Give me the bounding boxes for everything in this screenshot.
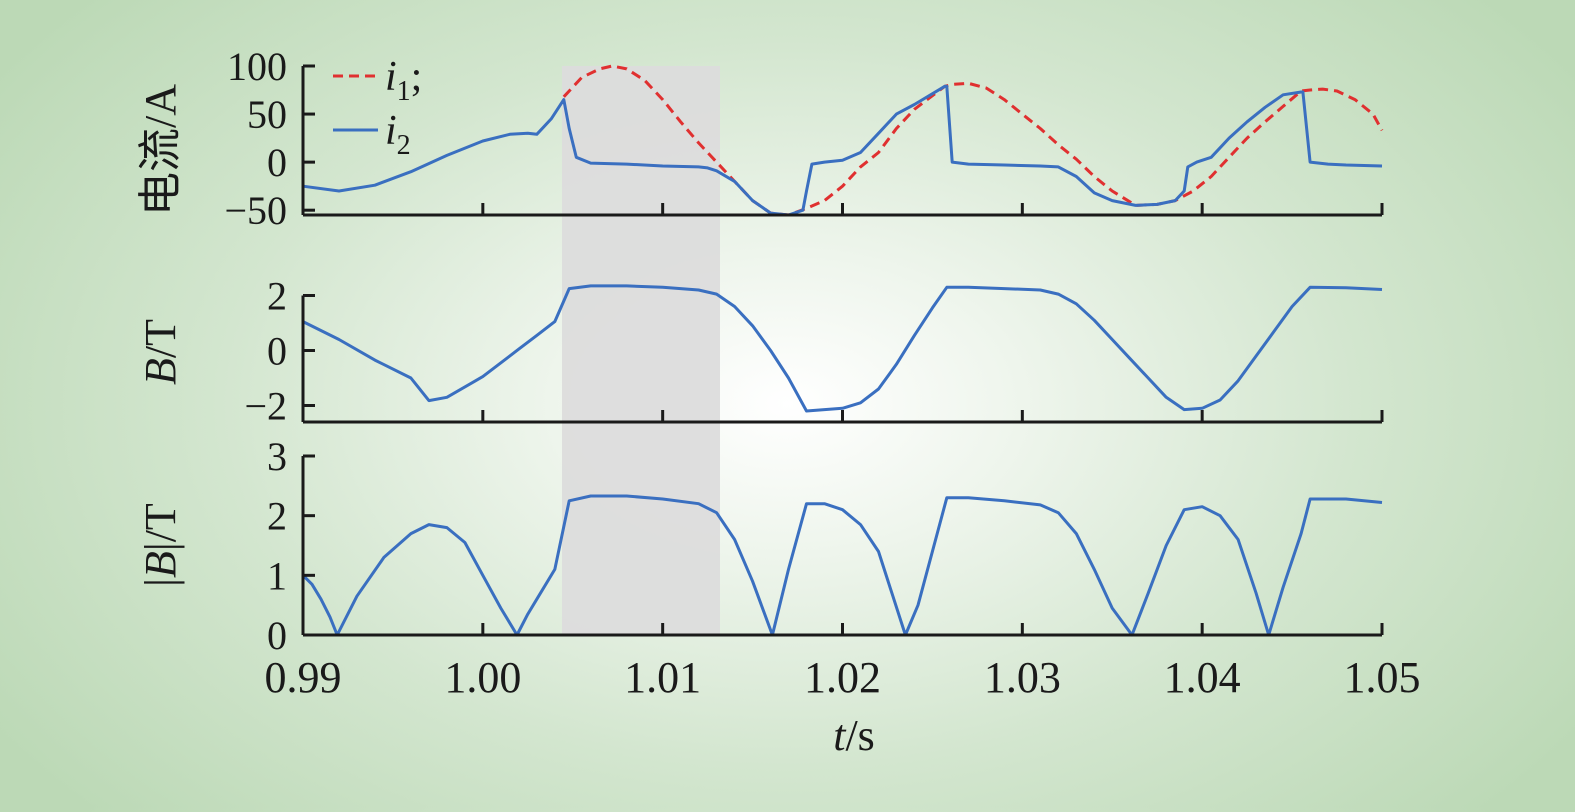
x-tick-label: 1.05	[1344, 653, 1421, 702]
y-tick-label: 100	[227, 44, 287, 89]
y-tick-label: 50	[247, 92, 287, 137]
x-tick-label: 1.03	[984, 653, 1061, 702]
x-tick-label: 1.01	[624, 653, 701, 702]
y-tick-label: 0	[267, 613, 287, 658]
legend-label-i2: i2	[385, 108, 411, 161]
x-axis-title: t/s	[833, 711, 875, 760]
series-line-panel3-0	[301, 494, 1383, 637]
x-tick-label: 1.02	[804, 653, 881, 702]
panel-2: 2 0 −2 B/T	[136, 274, 1384, 429]
series-line-i1	[562, 64, 1384, 217]
highlight-band	[562, 66, 720, 635]
y-axis-title: |B|/T	[136, 503, 185, 587]
legend-label-i1: i1;	[385, 54, 422, 107]
y-tick-label: −50	[224, 188, 287, 233]
y-tick-label: 2	[267, 274, 287, 319]
y-tick-label: −2	[244, 384, 287, 429]
series-line-i2	[302, 84, 1383, 217]
panel-3: 3 2 1 0 |B|/T	[136, 434, 1384, 658]
y-tick-label: 1	[267, 553, 287, 598]
x-tick-label: 1.04	[1164, 653, 1241, 702]
x-tick-label: 1.00	[444, 653, 521, 702]
y-tick-label: 2	[267, 494, 287, 539]
y-tick-label: 0	[267, 329, 287, 374]
y-axis-title: 电流/A	[136, 84, 185, 216]
y-tick-label: 3	[267, 434, 287, 479]
x-tick-label: 0.99	[265, 653, 342, 702]
y-tick-label: 0	[267, 140, 287, 185]
y-axis-title: B/T	[136, 319, 185, 385]
series-line-panel2-0	[302, 284, 1383, 413]
